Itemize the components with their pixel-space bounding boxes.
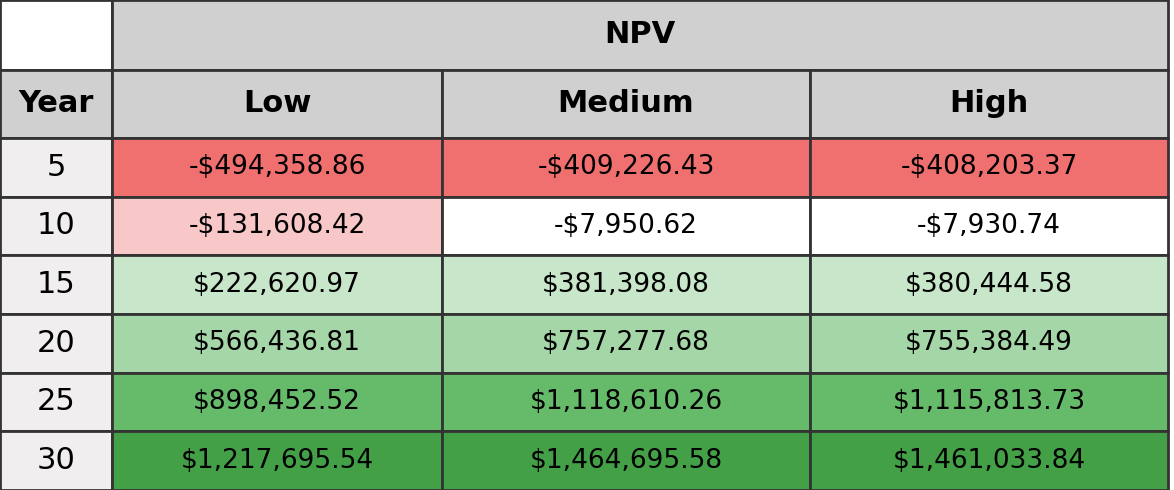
Bar (0, 0, 112, 70)
Text: 5: 5 (46, 153, 66, 182)
Bar (441, 314, 810, 373)
Bar (112, 431, 441, 490)
Text: $1,118,610.26: $1,118,610.26 (529, 389, 722, 415)
Bar (441, 431, 810, 490)
Text: Year: Year (19, 90, 94, 119)
Text: $566,436.81: $566,436.81 (193, 330, 360, 356)
Text: $1,217,695.54: $1,217,695.54 (181, 448, 373, 474)
Bar (0, 373, 112, 431)
Bar (0, 138, 112, 196)
Bar (112, 373, 441, 431)
Bar (441, 255, 810, 314)
Bar (441, 70, 810, 138)
Bar (112, 196, 441, 255)
Bar (810, 70, 1168, 138)
Text: 10: 10 (36, 212, 75, 241)
Bar (810, 431, 1168, 490)
Text: $1,461,033.84: $1,461,033.84 (892, 448, 1086, 474)
Bar (441, 196, 810, 255)
Bar (810, 314, 1168, 373)
Text: -$494,358.86: -$494,358.86 (188, 154, 365, 180)
Bar (441, 138, 810, 196)
Bar (810, 373, 1168, 431)
Bar (112, 314, 441, 373)
Text: $757,277.68: $757,277.68 (542, 330, 710, 356)
Text: 30: 30 (36, 446, 75, 475)
Text: -$7,930.74: -$7,930.74 (917, 213, 1061, 239)
Text: $898,452.52: $898,452.52 (193, 389, 360, 415)
Bar (112, 255, 441, 314)
Text: $1,115,813.73: $1,115,813.73 (892, 389, 1086, 415)
Text: -$131,608.42: -$131,608.42 (188, 213, 365, 239)
Text: $755,384.49: $755,384.49 (905, 330, 1073, 356)
Bar (112, 0, 1168, 70)
Bar (112, 70, 441, 138)
Text: 15: 15 (36, 270, 75, 299)
Text: $381,398.08: $381,398.08 (542, 271, 710, 297)
Bar (0, 314, 112, 373)
Bar (0, 431, 112, 490)
Text: High: High (950, 90, 1028, 119)
Bar (810, 196, 1168, 255)
Bar (0, 255, 112, 314)
Text: -$409,226.43: -$409,226.43 (538, 154, 715, 180)
Text: NPV: NPV (605, 21, 675, 49)
Bar (810, 255, 1168, 314)
Text: Low: Low (243, 90, 311, 119)
Bar (441, 373, 810, 431)
Bar (0, 70, 112, 138)
Text: $222,620.97: $222,620.97 (193, 271, 360, 297)
Bar (0, 196, 112, 255)
Bar (810, 138, 1168, 196)
Bar (112, 138, 441, 196)
Text: $1,464,695.58: $1,464,695.58 (529, 448, 722, 474)
Text: $380,444.58: $380,444.58 (905, 271, 1073, 297)
Text: -$408,203.37: -$408,203.37 (900, 154, 1078, 180)
Text: Medium: Medium (558, 90, 694, 119)
Text: -$7,950.62: -$7,950.62 (554, 213, 697, 239)
Text: 20: 20 (36, 329, 75, 358)
Text: 25: 25 (36, 388, 75, 416)
